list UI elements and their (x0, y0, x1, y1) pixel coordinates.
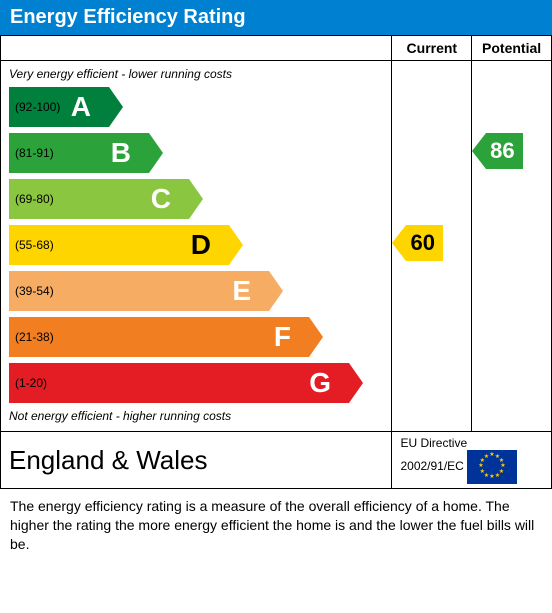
chart-table: Current Potential Very energy efficient … (0, 35, 552, 489)
band-row-g: (1-20) G (9, 363, 383, 403)
chart-body-row: Very energy efficient - lower running co… (1, 61, 552, 432)
band-range: (39-54) (15, 284, 54, 298)
bands-container: (92-100) A (81-91) B (69-80) C (55-68) D (39-54)… (9, 87, 383, 403)
band-bar: (55-68) D (9, 225, 229, 265)
band-bar: (21-38) F (9, 317, 309, 357)
directive-line1: EU Directive (400, 436, 467, 450)
footer-row: England & Wales EU Directive 2002/91/EC … (1, 432, 552, 489)
caption-bottom: Not energy efficient - higher running co… (9, 409, 383, 423)
title-bar: Energy Efficiency Rating (0, 0, 552, 35)
band-letter: G (309, 367, 331, 399)
potential-cell: 86 (472, 61, 552, 432)
band-bar: (39-54) E (9, 271, 269, 311)
band-range: (81-91) (15, 146, 54, 160)
band-range: (92-100) (15, 100, 60, 114)
band-letter: F (274, 321, 291, 353)
band-bar: (69-80) C (9, 179, 189, 219)
potential-value: 86 (486, 133, 522, 169)
epc-chart: Energy Efficiency Rating Current Potenti… (0, 0, 552, 562)
band-row-e: (39-54) E (9, 271, 383, 311)
band-row-a: (92-100) A (9, 87, 383, 127)
band-range: (21-38) (15, 330, 54, 344)
header-potential: Potential (472, 36, 552, 61)
band-bar: (81-91) B (9, 133, 149, 173)
eu-flag-icon: ★★★★★★★★★★★★ (467, 450, 517, 484)
band-range: (55-68) (15, 238, 54, 252)
caption-top: Very energy efficient - lower running co… (9, 67, 383, 81)
band-range: (1-20) (15, 376, 47, 390)
band-range: (69-80) (15, 192, 54, 206)
current-cell: 60 (392, 61, 472, 432)
band-letter: D (191, 229, 211, 261)
potential-pointer: 86 (472, 133, 522, 169)
description-text: The energy efficiency rating is a measur… (0, 489, 552, 562)
bands-cell: Very energy efficient - lower running co… (1, 61, 392, 432)
region-label: England & Wales (9, 445, 207, 475)
band-letter: B (111, 137, 131, 169)
header-current: Current (392, 36, 472, 61)
directive-line2: 2002/91/EC (400, 460, 463, 474)
chart-title: Energy Efficiency Rating (10, 6, 246, 28)
band-letter: E (232, 275, 251, 307)
directive-cell: EU Directive 2002/91/EC ★★★★★★★★★★★★ (392, 432, 552, 489)
band-letter: C (151, 183, 171, 215)
band-row-b: (81-91) B (9, 133, 383, 173)
current-value: 60 (406, 225, 442, 261)
band-row-c: (69-80) C (9, 179, 383, 219)
band-row-f: (21-38) F (9, 317, 383, 357)
band-bar: (92-100) A (9, 87, 109, 127)
band-letter: A (71, 91, 91, 123)
band-bar: (1-20) G (9, 363, 349, 403)
header-blank (1, 36, 392, 61)
band-row-d: (55-68) D (9, 225, 383, 265)
current-pointer: 60 (392, 225, 442, 261)
region-cell: England & Wales (1, 432, 392, 489)
header-row: Current Potential (1, 36, 552, 61)
